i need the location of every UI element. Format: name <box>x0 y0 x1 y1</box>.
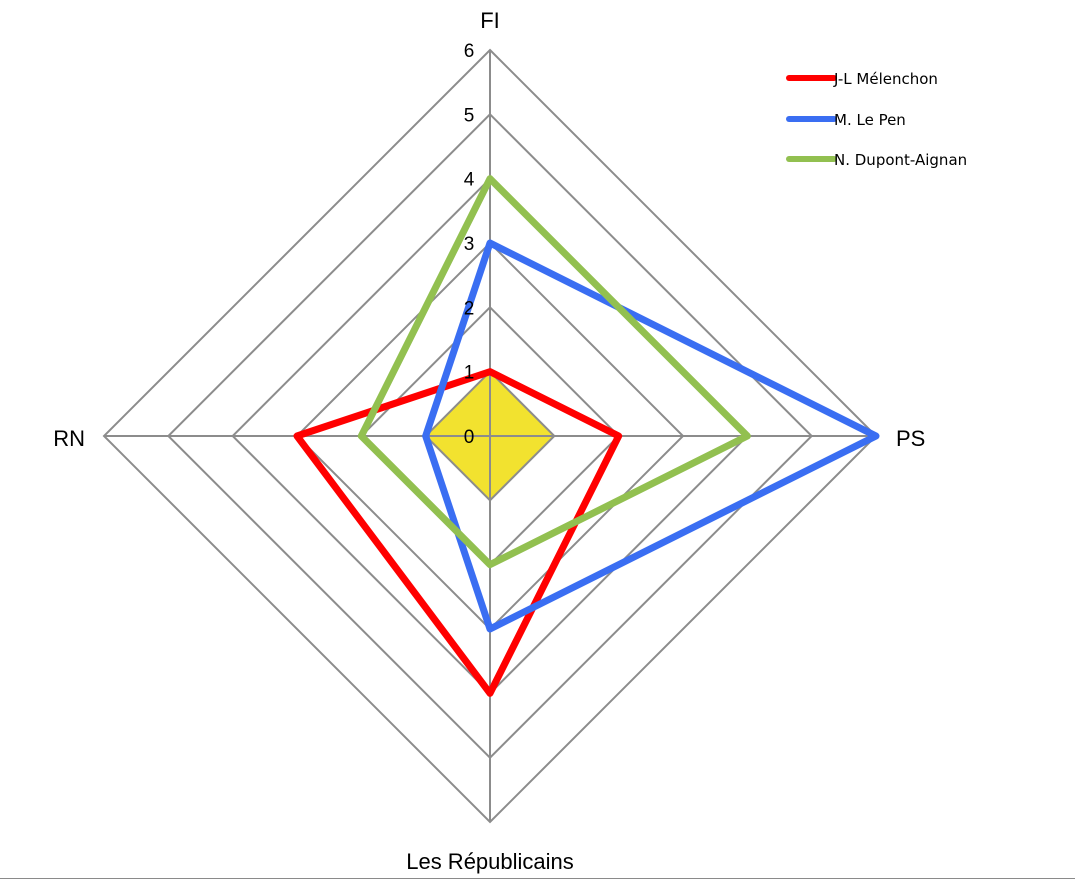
series-line <box>357 175 751 569</box>
series-layer <box>293 175 880 697</box>
legend-label: J-L Mélenchon <box>833 70 938 88</box>
tick-label: 6 <box>464 41 475 62</box>
tick-label: 3 <box>464 234 475 255</box>
legend-item: N. Dupont-Aignan <box>786 151 967 169</box>
tick-label: 1 <box>464 363 475 384</box>
tick-label: 2 <box>464 298 475 319</box>
tick-label: 5 <box>464 105 475 126</box>
legend-label: N. Dupont-Aignan <box>834 151 967 169</box>
legend-item: J-L Mélenchon <box>786 70 938 88</box>
axis-label-les-republicains: Les Républicains <box>406 849 574 874</box>
legend-item: M. Le Pen <box>786 111 906 129</box>
radar-grid <box>102 48 878 824</box>
tick-label: 4 <box>464 170 475 191</box>
series-line <box>293 368 623 697</box>
bottom-divider <box>0 878 1075 879</box>
series-line <box>422 239 880 633</box>
tick-label: 0 <box>464 427 475 448</box>
legend: J-L Mélenchon M. Le Pen N. Dupont-Aignan <box>786 70 967 169</box>
tick-labels: 0 1 2 3 4 5 6 <box>464 41 475 448</box>
axis-label-rn: RN <box>53 426 85 451</box>
legend-label: M. Le Pen <box>834 111 906 129</box>
axis-label-ps: PS <box>896 426 925 451</box>
axis-label-fi: FI <box>480 8 500 33</box>
